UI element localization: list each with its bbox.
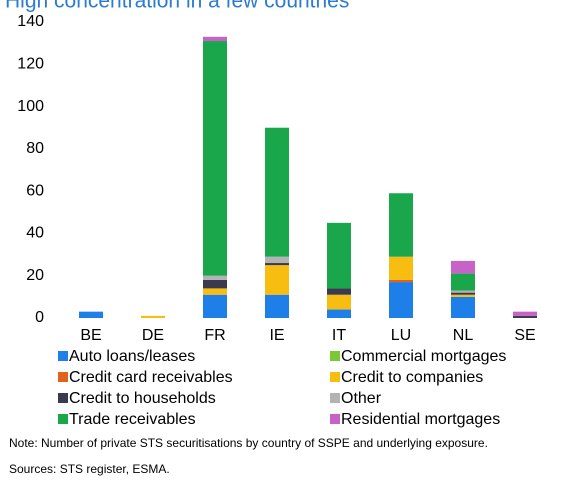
bar-segment bbox=[265, 256, 289, 264]
bar-segment bbox=[327, 222, 351, 289]
legend-label: Other bbox=[341, 390, 382, 407]
bar-segment bbox=[203, 288, 227, 295]
bar-segment bbox=[265, 265, 289, 295]
bar-segment bbox=[327, 309, 351, 318]
legend-label: Credit to households bbox=[69, 390, 216, 407]
legend-swatch bbox=[58, 414, 68, 424]
bar-segment bbox=[141, 315, 165, 318]
legend-swatch bbox=[330, 414, 340, 424]
legend-label: Auto loans/leases bbox=[69, 348, 195, 365]
bar-segment bbox=[389, 279, 413, 283]
x-tick-label: FR bbox=[204, 327, 225, 344]
x-tick-label: SE bbox=[514, 327, 535, 344]
bar-segment bbox=[265, 127, 289, 257]
bar-segment bbox=[327, 294, 351, 310]
legend-swatch bbox=[330, 393, 340, 403]
legend-label: Credit to companies bbox=[341, 369, 483, 386]
bar-segment bbox=[451, 294, 475, 297]
legend-swatch bbox=[58, 351, 68, 361]
bar-segment bbox=[203, 275, 227, 280]
bar-segment bbox=[451, 273, 475, 291]
x-tick-label: IT bbox=[332, 327, 346, 344]
legend-label: Residential mortgages bbox=[341, 411, 500, 428]
x-tick-label: DE bbox=[142, 327, 164, 344]
y-tick-label: 20 bbox=[26, 267, 44, 284]
bar-segment bbox=[389, 282, 413, 318]
y-tick-label: 40 bbox=[26, 225, 44, 242]
legend-swatch bbox=[58, 372, 68, 382]
x-tick-label: LU bbox=[391, 327, 411, 344]
bar-segment bbox=[79, 311, 103, 318]
bar-segment bbox=[513, 315, 537, 318]
source: Sources: STS register, ESMA. bbox=[9, 462, 170, 476]
bar-segment bbox=[451, 292, 475, 295]
bar-segment bbox=[389, 256, 413, 280]
legend-swatch bbox=[58, 393, 68, 403]
note: Note: Number of private STS securitisati… bbox=[9, 436, 488, 450]
x-tick-label: NL bbox=[453, 327, 474, 344]
bar-segment bbox=[451, 260, 475, 274]
x-tick-label: IE bbox=[269, 327, 284, 344]
y-tick-label: 0 bbox=[35, 309, 44, 326]
legend-label: Trade receivables bbox=[69, 411, 196, 428]
legend-swatch bbox=[330, 351, 340, 361]
bar-segment bbox=[265, 294, 289, 318]
bar-segment bbox=[389, 193, 413, 257]
bar-segment bbox=[203, 36, 227, 42]
bar-segment bbox=[203, 279, 227, 289]
bar-segment bbox=[203, 41, 227, 276]
y-tick-label: 60 bbox=[26, 182, 44, 199]
legend-label: Credit card receivables bbox=[69, 369, 233, 386]
chart-title: High concentration in a few countries bbox=[5, 0, 349, 13]
bar-segment bbox=[327, 288, 351, 295]
y-tick-label: 140 bbox=[17, 13, 44, 30]
y-tick-label: 80 bbox=[26, 140, 44, 157]
bar-segment bbox=[513, 311, 537, 316]
bar-segment bbox=[203, 294, 227, 318]
y-tick-label: 120 bbox=[17, 56, 44, 73]
bar-segment bbox=[451, 296, 475, 318]
bar-segment bbox=[451, 290, 475, 293]
x-tick-label: BE bbox=[80, 327, 101, 344]
legend-swatch bbox=[330, 372, 340, 382]
bar-segment bbox=[265, 263, 289, 266]
legend-label: Commercial mortgages bbox=[341, 348, 506, 365]
y-tick-label: 100 bbox=[17, 98, 44, 115]
